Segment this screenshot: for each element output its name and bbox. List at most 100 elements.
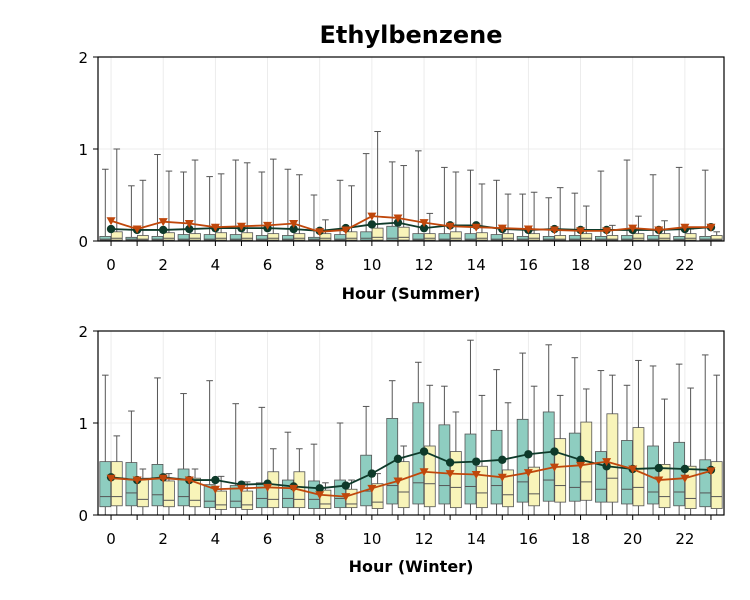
mean-point-a (445, 458, 455, 467)
x-axis-label: Hour (Summer) (342, 284, 481, 303)
box-series-b (189, 477, 201, 508)
box-series-b (606, 235, 619, 241)
box-series-a (464, 233, 477, 241)
x-tick-label: 4 (211, 530, 221, 548)
y-tick-label: 2 (78, 323, 88, 341)
mean-point-b (393, 214, 403, 223)
box-series-b (476, 465, 488, 509)
mean-point-b (315, 491, 325, 500)
box-series-a (568, 235, 581, 241)
x-tick-label: 8 (315, 530, 325, 548)
box-series-a (516, 418, 529, 503)
mean-point-b (419, 468, 429, 477)
mean-point-a (367, 220, 377, 229)
mean-point-b (106, 474, 116, 483)
box-series-a (412, 233, 425, 241)
mean-point-b (289, 484, 299, 493)
box-series-b (267, 233, 280, 241)
mean-point-a (289, 224, 298, 234)
box-series-a (386, 225, 399, 241)
x-tick-label: 16 (519, 530, 538, 548)
box-series-b (449, 231, 462, 241)
box-series-a (99, 235, 112, 241)
box-series-b (345, 488, 358, 509)
box-series-a (621, 235, 633, 241)
box-series-b (163, 232, 175, 241)
mean-point-b (210, 485, 220, 494)
box-series-b (632, 233, 645, 241)
mean-point-b (497, 473, 507, 482)
mean-point-b (445, 470, 455, 479)
box-series-b (163, 480, 175, 508)
mean-point-a (472, 457, 481, 466)
x-tick-label: 18 (571, 256, 590, 274)
mean-point-b (680, 474, 690, 483)
box-series-a (360, 231, 373, 241)
x-tick-label: 22 (675, 256, 694, 274)
box-series-b (423, 445, 436, 508)
mean-point-b (289, 220, 299, 229)
x-tick-label: 20 (623, 530, 642, 548)
mean-point-b (471, 223, 481, 232)
box-series-a (699, 459, 712, 508)
box-series-b (371, 483, 384, 509)
box-series-a (203, 234, 216, 241)
mean-point-b (445, 222, 455, 231)
y-tick-label: 0 (78, 507, 88, 525)
box-series-b (267, 471, 280, 509)
mean-point-a (185, 224, 194, 234)
mean-point-b (236, 484, 246, 493)
box-series-a (203, 484, 216, 509)
y-tick-label: 2 (78, 49, 88, 67)
box-series-b (189, 233, 201, 241)
x-tick-label: 8 (315, 256, 325, 274)
box-series-a (490, 429, 503, 505)
x-tick-label: 20 (623, 256, 642, 274)
mean-point-a (106, 224, 116, 234)
mean-point-a (550, 447, 559, 456)
mean-point-a (159, 225, 168, 235)
box-series-b (710, 461, 723, 509)
box-series-a (673, 235, 686, 241)
mean-point-a (602, 462, 611, 471)
mean-point-b (706, 467, 716, 476)
mean-point-b (680, 223, 690, 232)
box-series-b (110, 231, 123, 241)
mean-point-a (367, 469, 377, 478)
mean-point-b (628, 465, 638, 474)
mean-point-b (602, 458, 612, 467)
box-series-a (229, 485, 242, 509)
box-series-a (151, 463, 164, 507)
mean-point-b (263, 483, 273, 492)
mean-point-a (315, 484, 324, 493)
box-series-a (255, 235, 268, 241)
x-tick-label: 14 (467, 530, 486, 548)
mean-point-b (315, 228, 325, 237)
box-series-a (177, 234, 190, 241)
x-tick-label: 6 (263, 530, 273, 548)
x-tick-label: 6 (263, 256, 273, 274)
mean-point-b (628, 224, 638, 233)
box-series-b (449, 451, 462, 509)
box-series-b (554, 235, 567, 241)
mean-point-b (367, 484, 377, 493)
mean-point-b (132, 476, 142, 485)
box-series-a (516, 235, 529, 241)
mean-point-b (158, 218, 168, 227)
mean-point-b (158, 474, 168, 483)
chart-title: Ethylbenzene (320, 21, 503, 49)
box-series-a (282, 235, 294, 241)
box-series-a (360, 454, 373, 507)
mean-point-a (419, 447, 429, 456)
box-series-b (397, 461, 410, 509)
mean-point-b (654, 226, 664, 235)
box-series-b (397, 226, 410, 241)
x-tick-label: 2 (158, 530, 168, 548)
box-series-b (658, 463, 671, 509)
x-tick-label: 14 (467, 256, 486, 274)
mean-point-b (654, 476, 664, 485)
x-tick-label: 4 (211, 256, 221, 274)
box-series-a (595, 451, 607, 503)
x-tick-label: 0 (106, 530, 116, 548)
